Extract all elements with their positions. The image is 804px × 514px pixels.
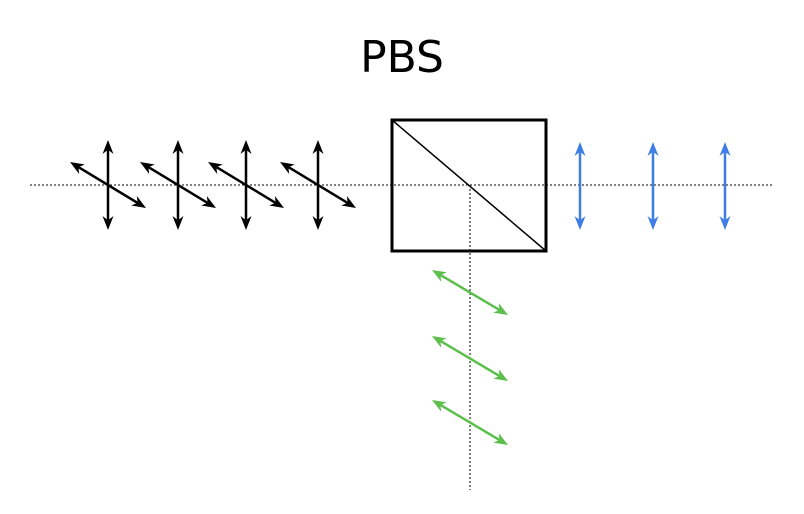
double-arrow-vertical-icon (719, 142, 731, 230)
double-arrow-diagonal-icon (432, 270, 508, 315)
splitter-cube (390, 118, 548, 253)
double-arrow-diagonal-icon (208, 162, 284, 208)
reflected-beam-markers (432, 270, 508, 445)
diagram-title: PBS (360, 32, 444, 83)
double-arrow-diagonal-icon (432, 400, 508, 445)
input-beam-markers (70, 140, 356, 230)
double-arrow-vertical-icon (647, 142, 659, 230)
splitter-diagonal (391, 119, 547, 252)
double-arrow-diagonal-icon (280, 162, 356, 208)
input-polarization-marker (140, 140, 216, 230)
double-arrow-vertical-icon (574, 142, 586, 230)
input-polarization-marker (280, 140, 356, 230)
double-arrow-diagonal-icon (432, 336, 508, 381)
double-arrow-diagonal-icon (70, 162, 146, 208)
double-arrow-diagonal-icon (140, 162, 216, 208)
beam-paths (30, 184, 774, 490)
input-polarization-marker (208, 140, 284, 230)
transmitted-beam-markers (574, 142, 731, 230)
polarizing-beam-splitter (390, 118, 548, 253)
input-polarization-marker (70, 140, 146, 230)
